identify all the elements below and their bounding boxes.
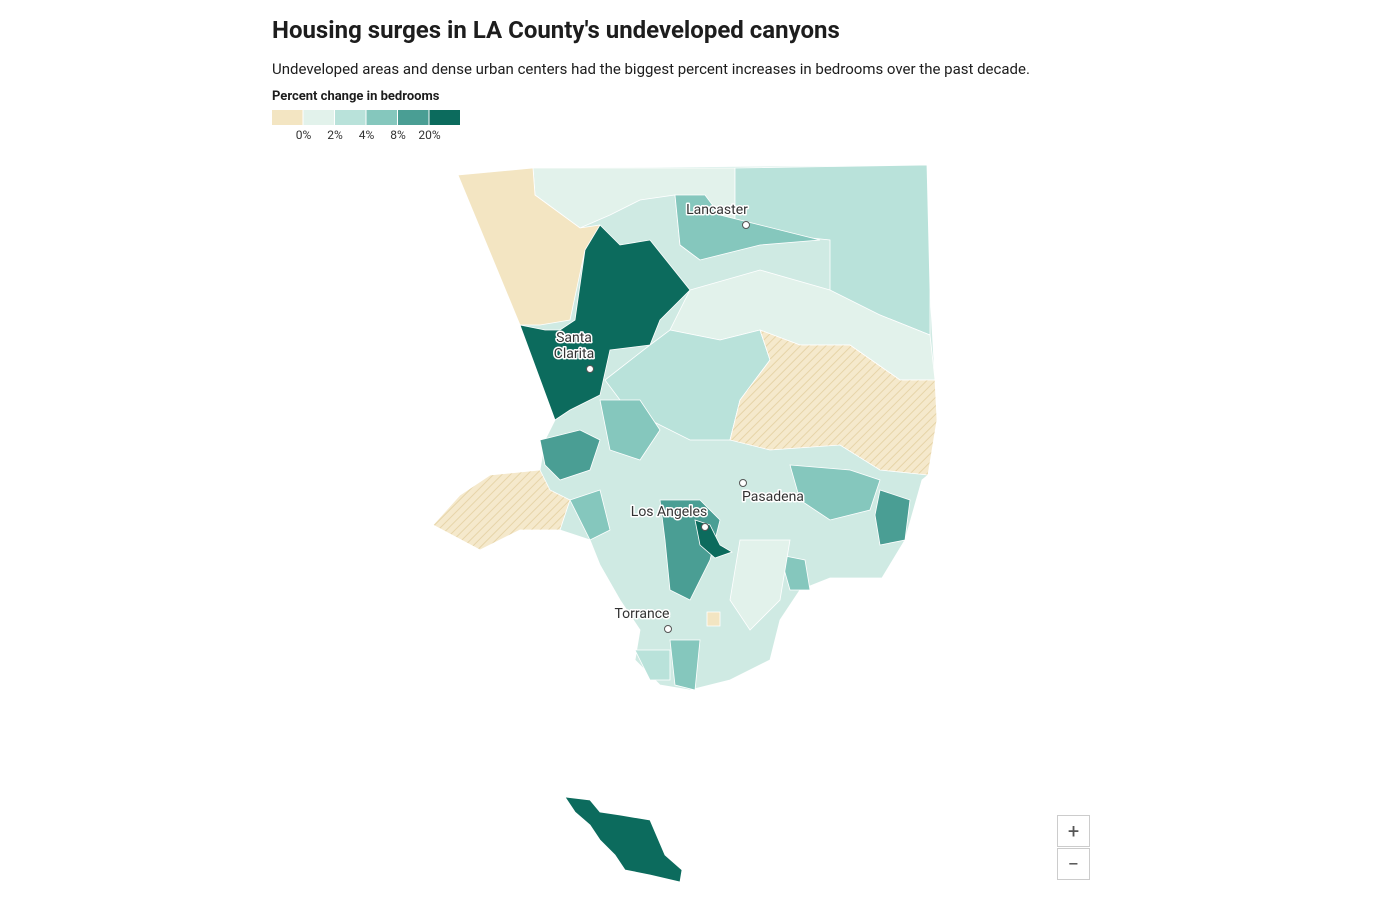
city-label: Los Angeles — [631, 504, 707, 520]
zoom-out-button[interactable]: − — [1057, 848, 1090, 880]
region — [779, 554, 811, 591]
region — [729, 539, 791, 631]
legend-tick-label: 0% — [296, 128, 312, 142]
legend-swatch — [335, 110, 366, 125]
city-dot — [664, 625, 672, 633]
region — [599, 399, 661, 461]
legend-title: Percent change in bedrooms — [272, 89, 440, 104]
subtitle: Undeveloped areas and dense urban center… — [272, 60, 1030, 78]
legend-tick-label: 20% — [418, 128, 440, 142]
city-label: Pasadena — [742, 489, 804, 505]
city-dot — [739, 479, 747, 487]
legend-tick-label: 4% — [359, 128, 375, 142]
city-markers — [586, 221, 750, 633]
title: Housing surges in LA County's undevelope… — [272, 16, 840, 44]
legend-swatch — [398, 110, 429, 125]
legend-tick-label: 2% — [327, 128, 343, 142]
region — [569, 489, 611, 541]
region — [874, 489, 911, 546]
region — [729, 329, 938, 476]
city-label: Lancaster — [686, 202, 748, 218]
legend-tick-label: 8% — [390, 128, 406, 142]
city-label: Santa Clarita — [554, 330, 594, 362]
region — [432, 469, 571, 551]
legend-swatch — [366, 110, 397, 125]
legend-swatch — [303, 110, 334, 125]
region — [519, 224, 691, 421]
city-label: Torrance — [615, 606, 670, 622]
city-dot — [742, 221, 750, 229]
region — [634, 649, 671, 681]
legend-swatch — [429, 110, 460, 125]
region — [669, 639, 701, 691]
region — [539, 429, 601, 481]
zoom-in-button[interactable]: + — [1057, 815, 1090, 847]
region — [564, 796, 683, 883]
city-dot — [701, 523, 709, 531]
regions — [432, 164, 938, 883]
region — [706, 611, 721, 627]
legend-swatch — [272, 110, 303, 125]
region — [789, 464, 881, 521]
legend: 0% 2% 4% 8% 20% — [272, 110, 460, 142]
city-dot — [586, 365, 594, 373]
